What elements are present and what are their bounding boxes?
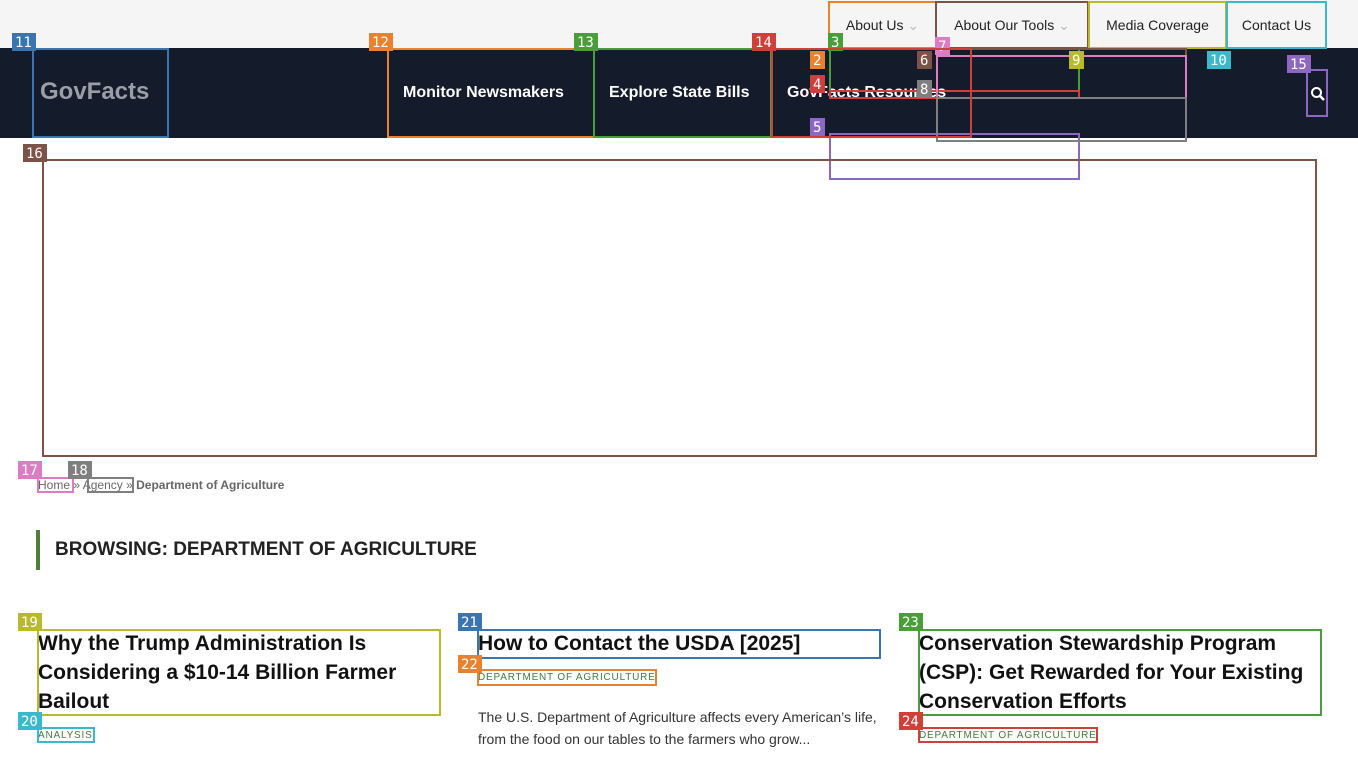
crumb-link[interactable]: Home — [38, 478, 71, 492]
annotation-label: 21 — [461, 615, 478, 631]
annotation-label: 17 — [21, 463, 38, 479]
nav-link[interactable]: Explore State Bills — [609, 84, 750, 101]
page-heading: BROWSING: DEPARTMENT OF AGRICULTURE — [55, 539, 477, 560]
top-bar: About Us ⌄ About Our Tools ⌄ Media Cover… — [0, 0, 1358, 48]
breadcrumb: Home » Agency » Department of Agricultur… — [38, 478, 284, 492]
crumb-separator: » — [126, 478, 133, 492]
annotation-label: 19 — [21, 615, 38, 631]
search-icon[interactable] — [1310, 86, 1326, 102]
heading-bar — [36, 530, 40, 570]
annotation-label: 18 — [71, 463, 88, 479]
crumb-separator: » — [73, 478, 81, 492]
article-excerpt: The U.S. Department of Agriculture affec… — [478, 709, 877, 747]
nav-text: About Us — [845, 17, 904, 33]
article-category[interactable]: DEPARTMENT OF AGRICULTURE — [478, 672, 656, 683]
article-category[interactable]: DEPARTMENT OF AGRICULTURE — [919, 730, 1097, 741]
logo[interactable]: GovFacts — [40, 78, 150, 105]
annotation-tag — [18, 461, 42, 479]
nav-link[interactable]: Contact Us — [1241, 17, 1312, 33]
nav-link[interactable]: Monitor Newsmakers — [403, 84, 564, 101]
annotation-label: 23 — [902, 615, 919, 631]
crumb-link[interactable]: Agency — [82, 478, 123, 492]
annotation-box — [829, 133, 1080, 180]
annotation-label: 22 — [461, 657, 478, 673]
article-title[interactable]: Why the Trump Administration Is Consider… — [38, 632, 397, 713]
annotation-tag — [23, 144, 47, 162]
nav-link[interactable]: GovFacts Resources — [787, 84, 947, 101]
nav-link[interactable]: Media Coverage — [1106, 17, 1209, 33]
annotation-label: 24 — [902, 714, 919, 730]
crumb-current: Department of Agriculture — [136, 478, 285, 492]
annotation-tag — [68, 461, 92, 479]
annotation-box — [42, 159, 1317, 457]
nav-link[interactable]: About Our Tools ⌄ — [954, 17, 1070, 33]
annotation-label: 16 — [26, 146, 43, 162]
article-title[interactable]: Conservation Stewardship Program (CSP): … — [919, 632, 1304, 713]
annotation-label: 20 — [21, 714, 38, 730]
nav-link[interactable]: About Us ⌄ — [845, 17, 920, 33]
nav-text: About Our Tools — [954, 17, 1055, 33]
article-category[interactable]: ANALYSIS — [38, 730, 93, 741]
article-title[interactable]: How to Contact the USDA [2025] — [478, 632, 801, 655]
